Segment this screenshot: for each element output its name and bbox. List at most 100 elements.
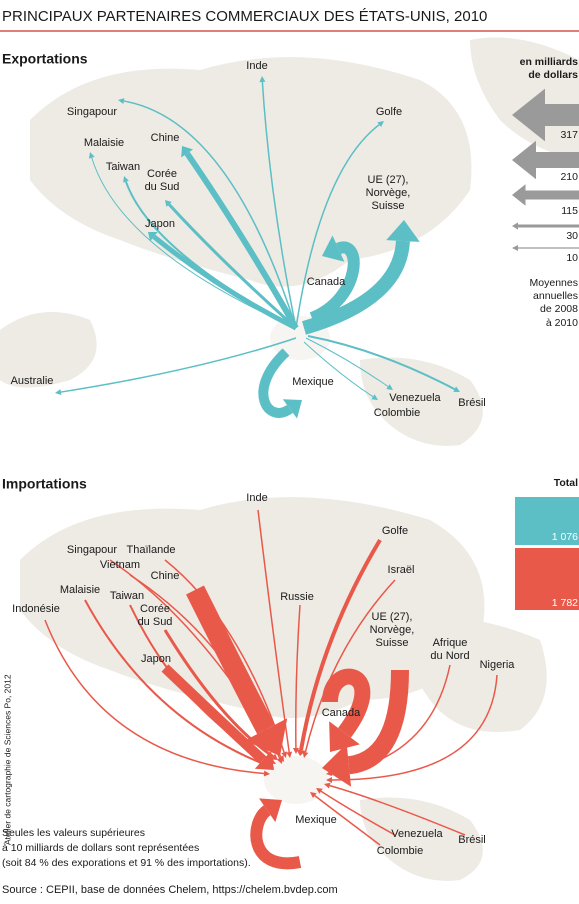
partner-label: Nigeria (480, 659, 516, 671)
flow-head (322, 235, 345, 262)
flow-head (316, 788, 323, 794)
partner-label: du Sud (145, 181, 180, 193)
total-import-box (515, 548, 579, 610)
total-export-box (515, 497, 579, 545)
partner-label: Japon (141, 653, 171, 665)
partner-label: Inde (246, 492, 267, 504)
flow-line (184, 151, 299, 330)
flow-head (386, 220, 420, 242)
flow-head (259, 76, 266, 83)
flow-head (259, 798, 282, 823)
flow-line (123, 100, 297, 329)
flow-head (326, 777, 332, 783)
partner-label: Inde (246, 60, 267, 72)
partner-label: UE (27), (372, 611, 413, 623)
legend-value: 30 (566, 230, 578, 242)
flow-head (371, 394, 378, 400)
flow-head (292, 747, 299, 754)
title: PRINCIPAUX PARTENAIRES COMMERCIAUX DES É… (2, 8, 487, 25)
land (407, 617, 547, 732)
partner-label: Indonésie (12, 603, 60, 615)
flow-head (453, 386, 460, 392)
legend-unit: en milliards (520, 56, 579, 68)
flow-line (309, 241, 360, 324)
flow-line (347, 669, 409, 775)
legend: en milliards de dollars 317 210 115 30 1… (515, 56, 579, 610)
partner-label: Golfe (376, 106, 402, 118)
flow-head (263, 770, 270, 777)
partner-label: Suisse (375, 637, 408, 649)
flow-head (512, 222, 518, 230)
flow-line (329, 784, 466, 836)
export-labels: Inde Singapour Golfe Malaisie Chine Taiw… (11, 60, 486, 419)
partner-label: Vietnam (100, 559, 140, 571)
partner-label: Corée (140, 603, 170, 615)
legend-note: de 2008 (540, 303, 578, 315)
partner-label: Afrique (433, 637, 468, 649)
flow-head (386, 384, 393, 390)
flow-line (161, 664, 267, 764)
partner-label: UE (27), (368, 174, 409, 186)
flow-line (331, 674, 498, 781)
legend-note: annuelles (533, 290, 578, 302)
import-map (20, 497, 547, 881)
legend-value: 115 (561, 205, 578, 217)
partner-label: Canada (307, 276, 346, 288)
totals-heading: Total (554, 477, 578, 489)
usa (264, 756, 328, 804)
flow-line (314, 795, 381, 846)
section-heading: Importations (2, 476, 87, 492)
partner-label: Canada (322, 707, 361, 719)
legend-note: Moyennes (530, 277, 578, 289)
partner-label: Norvège, (370, 624, 415, 636)
flow-line (331, 664, 451, 774)
flow-line (304, 579, 396, 753)
flow-arrows (44, 76, 579, 870)
flow-head (55, 389, 62, 396)
flow-line (164, 559, 285, 753)
partner-label: Australie (11, 375, 54, 387)
flow-head (329, 721, 360, 752)
land (0, 312, 97, 388)
flow-line (44, 619, 265, 775)
flow-line (322, 668, 371, 738)
flow-line (303, 341, 374, 398)
flow-line (258, 348, 293, 418)
import-labels: Inde Golfe Singapour Thaïlande Vietnam C… (12, 492, 515, 857)
flow-line (60, 337, 297, 393)
partner-label: Singapour (67, 544, 117, 556)
land (470, 37, 579, 160)
flow-line (163, 629, 274, 758)
flow-line (302, 240, 410, 335)
flow-head (281, 751, 287, 758)
partner-label: Singapour (67, 106, 117, 118)
partner-label: du Nord (430, 650, 469, 662)
partner-label: Japon (145, 218, 175, 230)
partner-label: Corée (147, 168, 177, 180)
flow-head (244, 718, 288, 756)
partner-label: Brésil (458, 834, 486, 846)
partner-label: Israël (388, 564, 415, 576)
export-map (0, 37, 579, 446)
partner-label: Brésil (458, 397, 486, 409)
flow-line (167, 203, 298, 330)
footnote: Seules les valeurs supérieures (2, 827, 145, 839)
flow-head (181, 146, 194, 158)
partner-label: Taiwan (106, 161, 140, 173)
legend-unit: de dollars (528, 69, 578, 81)
footnote: à 10 milliards de dollars sont représent… (2, 842, 199, 854)
flow-head (322, 743, 352, 787)
flow-line (250, 805, 302, 870)
partner-label: du Sud (138, 616, 173, 628)
flow-head (302, 751, 309, 758)
flow-head (254, 751, 274, 770)
flow-head (512, 88, 545, 142)
legend-note: à 2010 (546, 317, 578, 329)
flow-line (186, 585, 275, 735)
land (360, 797, 483, 881)
legend-value: 317 (560, 129, 578, 141)
flow-head (512, 140, 536, 180)
flow-line (305, 337, 389, 387)
credit: Atelier de cartographie de Sciences Po, … (2, 674, 12, 845)
